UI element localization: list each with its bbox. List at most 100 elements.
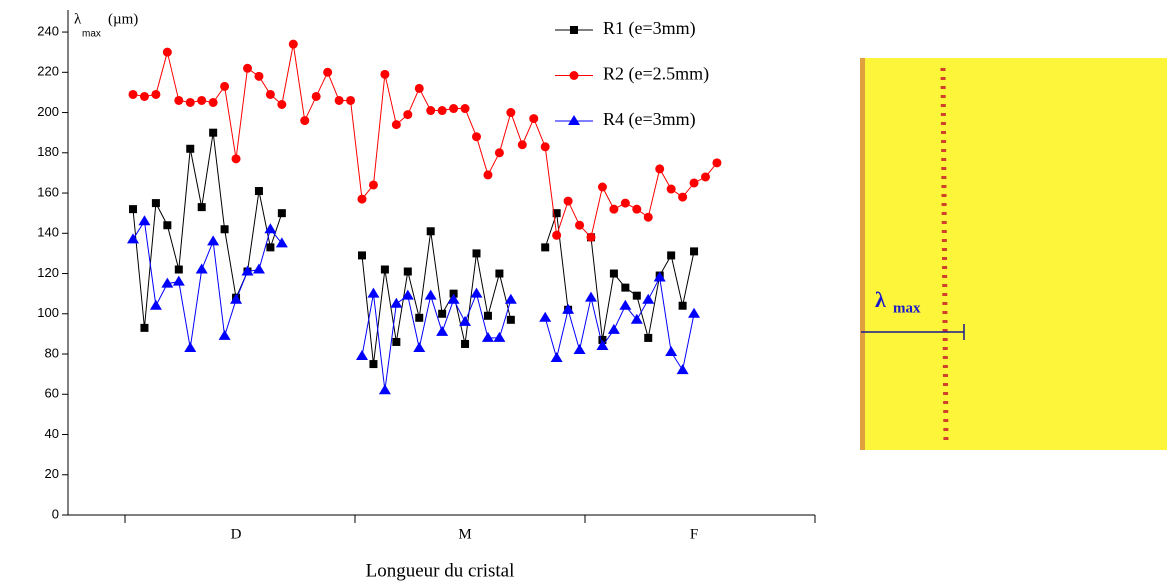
point (186, 144, 195, 153)
point (607, 323, 620, 334)
point (129, 205, 137, 214)
point (174, 95, 184, 105)
point (642, 293, 655, 304)
point (539, 311, 552, 322)
point (573, 343, 586, 354)
legend-marker (570, 26, 578, 34)
point (265, 89, 275, 99)
point (517, 140, 527, 150)
point (369, 360, 378, 369)
point (678, 301, 687, 310)
point (254, 71, 264, 81)
legend-label: R1 (e=3mm) (603, 18, 696, 39)
point (218, 329, 231, 340)
y-label: λ max (µm) (74, 11, 138, 39)
point (575, 220, 585, 230)
x-tick-label: D (231, 526, 242, 542)
point (252, 263, 265, 274)
point (139, 91, 149, 101)
point (504, 293, 517, 304)
point (644, 333, 653, 342)
point (356, 350, 368, 361)
y-tick-label: 200 (37, 104, 59, 119)
point (459, 315, 472, 326)
point (495, 269, 504, 278)
point (621, 283, 630, 292)
point (413, 341, 426, 352)
point (357, 194, 367, 204)
point (426, 227, 435, 236)
point (231, 154, 241, 164)
point (220, 81, 230, 91)
point (254, 187, 263, 196)
point (414, 83, 424, 93)
point (230, 293, 243, 304)
photo-bg (860, 58, 1167, 450)
point (208, 97, 218, 107)
point (149, 299, 162, 310)
point (470, 287, 483, 298)
point (665, 346, 678, 357)
y-tick-label: 20 (45, 466, 59, 481)
point (367, 287, 380, 298)
point (678, 192, 688, 202)
point (653, 271, 666, 282)
point (220, 225, 229, 234)
point (483, 311, 492, 320)
point (415, 313, 424, 322)
point (632, 204, 642, 214)
point (128, 89, 138, 99)
point (378, 384, 391, 395)
point (632, 291, 641, 300)
photo-label-sub: max (893, 300, 921, 316)
point (461, 339, 470, 348)
point (172, 275, 185, 286)
point (666, 184, 676, 194)
series-line (132, 132, 695, 365)
point (552, 209, 561, 218)
point (472, 132, 481, 142)
y-tick-label: 140 (37, 225, 59, 240)
point (195, 263, 208, 274)
point (288, 39, 298, 49)
point (391, 120, 401, 130)
point (540, 142, 550, 152)
point (368, 180, 378, 190)
point (688, 307, 701, 318)
point (403, 267, 412, 276)
point (140, 323, 149, 332)
point (151, 89, 161, 99)
y-tick-label: 220 (37, 64, 59, 79)
point (701, 172, 710, 182)
point (380, 69, 390, 79)
point (184, 341, 197, 352)
y-label-sub: max (82, 29, 101, 40)
photo: λ max (860, 58, 1167, 450)
point (185, 97, 195, 107)
point (506, 315, 515, 324)
point (447, 293, 460, 304)
y-tick-label: 180 (37, 144, 59, 159)
point (550, 352, 563, 363)
point (243, 63, 252, 73)
y-tick-label: 40 (45, 426, 59, 441)
point (586, 232, 596, 242)
point (506, 108, 516, 118)
point (609, 204, 619, 214)
point (127, 233, 139, 244)
point (197, 95, 207, 105)
point (436, 325, 449, 336)
point (197, 203, 206, 212)
legend-label: R4 (e=3mm) (603, 109, 696, 130)
point (494, 148, 504, 158)
legend-marker (568, 115, 580, 125)
point (529, 114, 539, 124)
point (493, 331, 506, 342)
point (689, 178, 699, 188)
point (690, 247, 699, 256)
point (380, 265, 389, 274)
point (390, 297, 403, 308)
point (712, 158, 722, 168)
point (300, 116, 310, 126)
